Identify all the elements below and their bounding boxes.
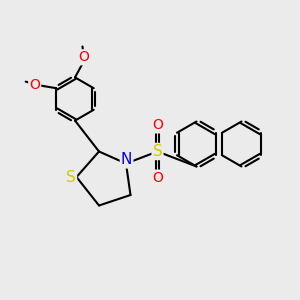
Text: N: N (121, 152, 132, 167)
Text: O: O (29, 78, 40, 92)
Text: O: O (79, 50, 89, 64)
Text: O: O (152, 118, 163, 132)
Text: S: S (153, 144, 162, 159)
Text: O: O (152, 171, 163, 184)
Text: S: S (66, 169, 76, 184)
